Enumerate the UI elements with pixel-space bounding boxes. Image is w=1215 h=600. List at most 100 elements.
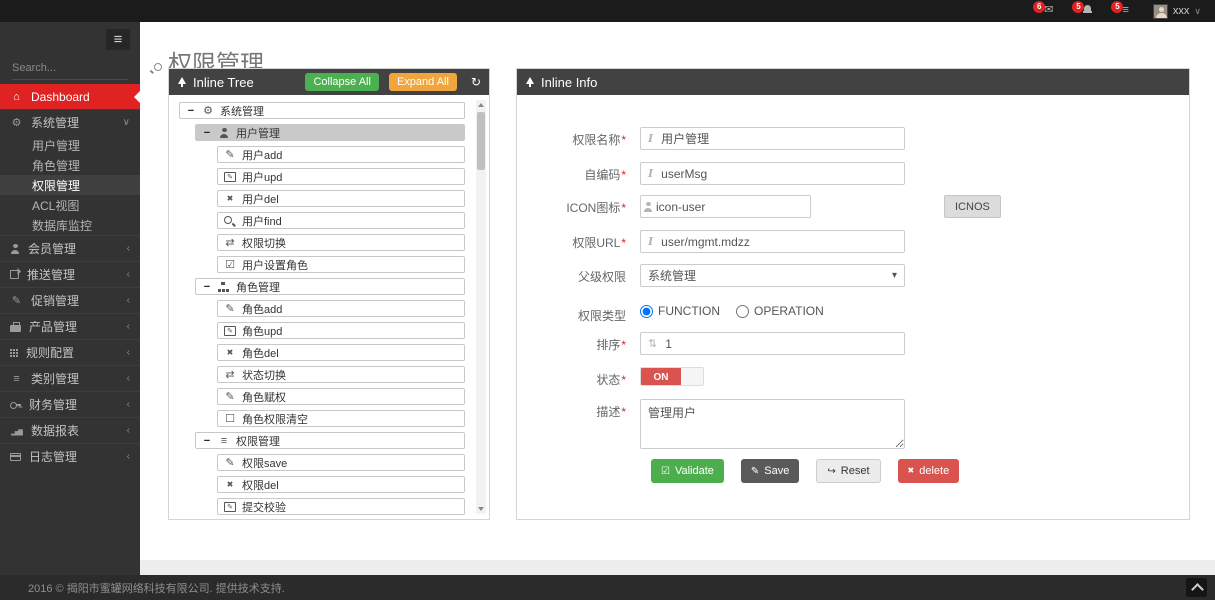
pencil-icon (224, 390, 236, 403)
sidebar-toggle-button[interactable]: ≡ (106, 29, 130, 50)
chevron-left-icon: ‹ (126, 373, 130, 384)
sidebar-item-acl-view[interactable]: ACL视图 (0, 195, 140, 215)
tree-node[interactable]: 用户add (217, 146, 465, 163)
text-field-icon (648, 167, 653, 180)
sidebar-item-member-mgmt[interactable]: 会员管理 ‹ (0, 235, 140, 261)
sidebar-item-product-mgmt[interactable]: 产品管理 ‹ (0, 313, 140, 339)
chevron-left-icon: ‹ (126, 295, 130, 306)
chevron-left-icon: ‹ (126, 269, 130, 280)
sidebar-item-log-mgmt[interactable]: 日志管理 ‹ (0, 443, 140, 469)
pencil-icon (224, 148, 236, 161)
refresh-icon[interactable] (471, 75, 481, 89)
tree-node[interactable]: 系统管理 (179, 102, 465, 119)
code-input[interactable] (661, 166, 897, 181)
user-menu[interactable]: xxx ∨ (1152, 3, 1201, 19)
sidebar-item-finance-mgmt[interactable]: 财务管理 ‹ (0, 391, 140, 417)
tree-node-label: 用户upd (242, 171, 283, 184)
sidebar-item-role-mgmt[interactable]: 角色管理 (0, 155, 140, 175)
collapse-toggle-icon[interactable] (186, 105, 196, 117)
sidebar-item-promo-mgmt[interactable]: 促销管理 ‹ (0, 287, 140, 313)
footer: 2016 © 揭阳市蜜罐网络科技有限公司. 提供技术支持. (0, 575, 1215, 600)
scroll-to-top-button[interactable] (1186, 578, 1207, 597)
sidebar-item-label: 促销管理 (31, 294, 80, 308)
tree-node[interactable]: 权限管理 (195, 432, 465, 449)
sidebar-item-push-mgmt[interactable]: 推送管理 ‹ (0, 261, 140, 287)
tree-node-label: 角色del (242, 347, 279, 360)
radio-operation[interactable]: OPERATION (736, 304, 824, 318)
validate-button[interactable]: Validate (651, 459, 724, 483)
collapse-toggle-icon[interactable] (202, 435, 212, 447)
navbar-messages[interactable]: 6 (1033, 1, 1057, 19)
x-icon (908, 466, 915, 477)
type-field-label: 权限类型 (577, 309, 626, 323)
permission-name-input[interactable] (661, 131, 897, 146)
tree-node-label: 状态切换 (242, 369, 286, 382)
tree-node[interactable]: 角色赋权 (217, 388, 465, 405)
tree-node[interactable]: 权限del (217, 476, 465, 493)
tree-node[interactable]: 权限save (217, 454, 465, 471)
gears-icon (202, 104, 214, 117)
status-toggle[interactable]: ON (640, 367, 704, 386)
tree-node[interactable]: 用户upd (217, 168, 465, 185)
icnos-button[interactable]: ICNOS (944, 195, 1001, 218)
sidebar-item-dashboard[interactable]: Dashboard (0, 84, 140, 109)
sidebar-item-label: 产品管理 (29, 320, 78, 334)
username-label: xxx (1172, 5, 1190, 17)
icon-input[interactable] (656, 199, 811, 214)
tree-node[interactable]: 角色add (217, 300, 465, 317)
sidebar-item-label: 权限管理 (32, 178, 81, 193)
tree-node-label: 角色权限清空 (242, 413, 308, 426)
navbar-tasks[interactable]: 5 (1111, 1, 1132, 19)
description-textarea[interactable]: 管理用户 (640, 399, 905, 449)
reset-button[interactable]: Reset (816, 459, 881, 483)
chevron-left-icon: ‹ (126, 321, 130, 332)
navbar-notifications[interactable]: 5 (1072, 1, 1096, 19)
sidebar-item-data-report[interactable]: 数据报表 ‹ (0, 417, 140, 443)
tree-node[interactable]: 角色权限清空 (217, 410, 465, 427)
tree-node[interactable]: 角色del (217, 344, 465, 361)
collapse-all-button[interactable]: Collapse All (305, 73, 379, 91)
tree-node[interactable]: 用户管理 (195, 124, 465, 141)
sidebar-item-label: 日志管理 (29, 450, 78, 464)
scrollbar-thumb[interactable] (477, 112, 485, 170)
tree-node[interactable]: 角色upd (217, 322, 465, 339)
tree-icon (177, 77, 187, 87)
home-icon (10, 91, 23, 103)
tree-node[interactable]: 状态切换 (217, 366, 465, 383)
tree-node-label: 角色upd (242, 325, 283, 338)
sidebar-item-db-monitor[interactable]: 数据库监控 (0, 215, 140, 235)
radio-function[interactable]: FUNCTION (640, 304, 720, 318)
collapse-toggle-icon[interactable] (202, 281, 212, 293)
tree-node[interactable]: 提交校验 (217, 498, 465, 515)
sidebar-item-category-mgmt[interactable]: 类别管理 ‹ (0, 365, 140, 391)
notification-badge: 6 (1033, 1, 1046, 13)
expand-all-button[interactable]: Expand All (388, 73, 457, 91)
sidebar-item-system-mgmt[interactable]: 系统管理 ∨ (0, 109, 140, 135)
tree-scrollbar[interactable] (476, 100, 486, 514)
sidebar-item-user-mgmt[interactable]: 用户管理 (0, 135, 140, 155)
sidebar-item-permission-mgmt[interactable]: 权限管理 (0, 175, 140, 195)
save-button[interactable]: Save (740, 459, 800, 483)
tree-node-label: 用户管理 (236, 127, 280, 140)
search-input[interactable] (12, 61, 154, 74)
tree-node[interactable]: 用户设置角色 (217, 256, 465, 273)
tree-node[interactable]: 用户del (217, 190, 465, 207)
delete-button[interactable]: delete (897, 459, 960, 483)
tree-node[interactable]: 角色管理 (195, 278, 465, 295)
pencil-sq-icon (224, 325, 236, 336)
tree-panel-title: Inline Tree (193, 74, 254, 90)
brief-icon (10, 321, 21, 332)
icon-field-label: ICON图标* (566, 201, 626, 215)
tree-node-label: 权限管理 (236, 435, 280, 448)
sort-input[interactable] (665, 336, 897, 351)
scroll-down-arrow[interactable] (478, 507, 484, 511)
tree-node[interactable]: 权限切换 (217, 234, 465, 251)
parent-permission-select[interactable]: 系统管理 (640, 264, 905, 287)
tree-node[interactable]: 用户find (217, 212, 465, 229)
sidebar-item-rule-config[interactable]: 规则配置 ‹ (0, 339, 140, 365)
collapse-toggle-icon[interactable] (202, 127, 212, 139)
scroll-up-arrow[interactable] (478, 103, 484, 107)
permission-url-input[interactable] (661, 234, 897, 249)
grid-icon (10, 348, 18, 357)
envelope-icon (1044, 5, 1053, 16)
